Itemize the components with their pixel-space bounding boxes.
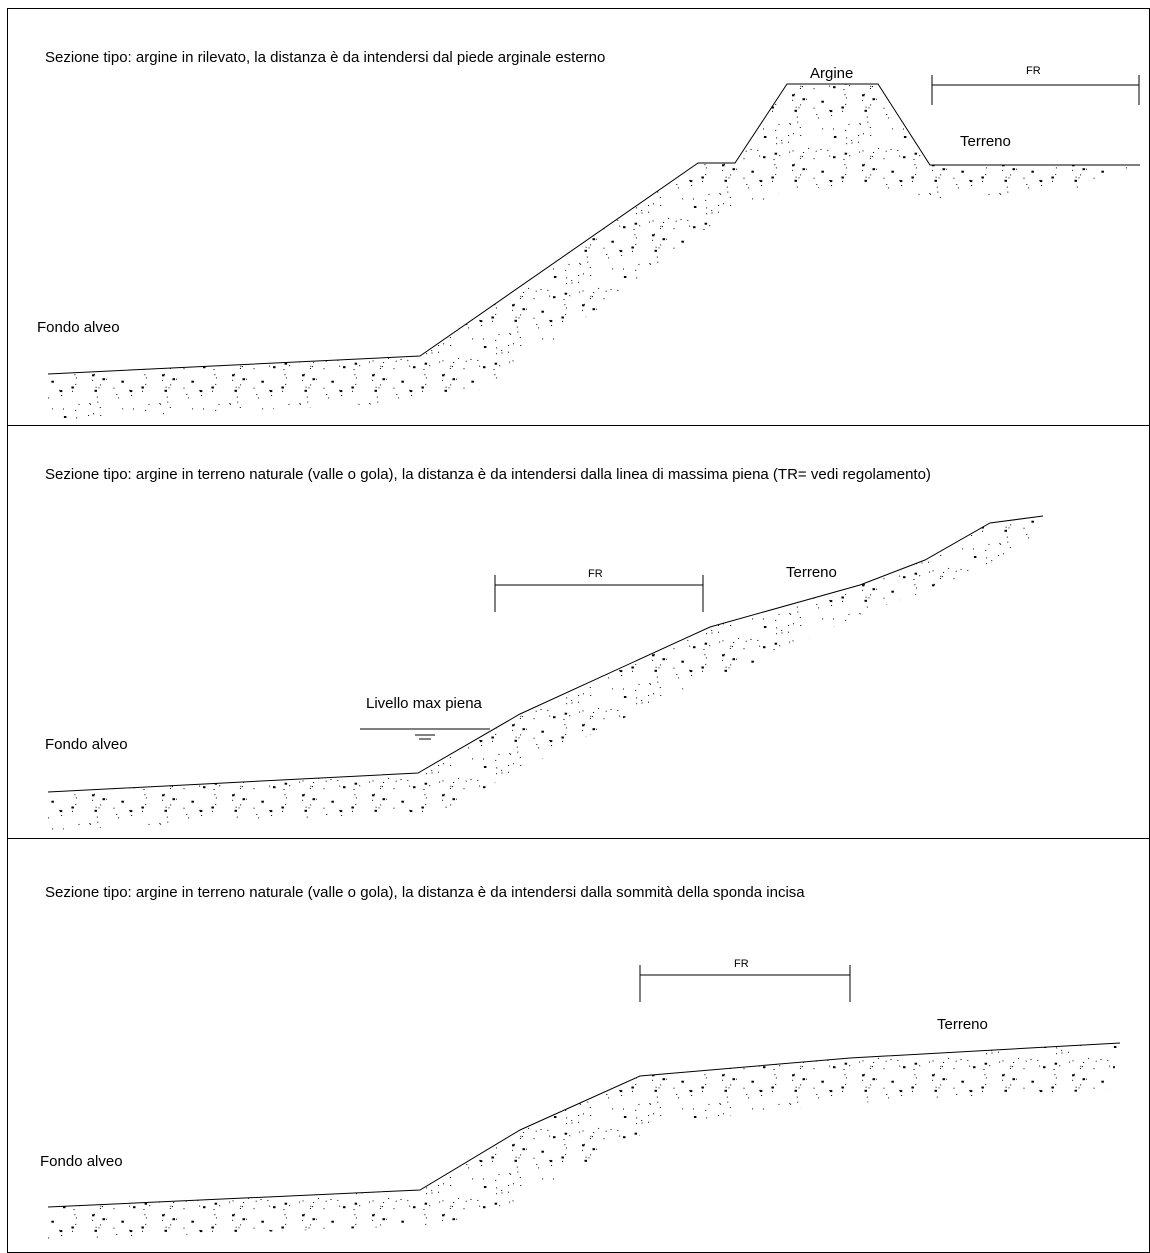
fr-bracket — [931, 75, 1140, 105]
label: FR — [1026, 65, 1041, 77]
fr-bracket — [639, 965, 851, 1002]
soil-fill — [48, 84, 1140, 420]
label: Terreno — [960, 133, 1011, 150]
fr-bracket — [494, 575, 704, 612]
panel-title: Sezione tipo: argine in terreno naturale… — [45, 466, 931, 483]
soil-fill — [48, 1043, 1120, 1240]
label: Argine — [810, 65, 853, 82]
label: FR — [588, 568, 603, 580]
panel-title: Sezione tipo: argine in rilevato, la dis… — [45, 49, 605, 66]
label: Terreno — [786, 564, 837, 581]
water-level — [360, 728, 490, 740]
label: Fondo alveo — [37, 319, 120, 336]
soil-fill — [48, 516, 1043, 830]
ground-line — [47, 1042, 1121, 1208]
label: Fondo alveo — [45, 736, 128, 753]
label: FR — [734, 958, 749, 970]
panel-title: Sezione tipo: argine in terreno naturale… — [45, 884, 805, 901]
ground-line — [47, 83, 1140, 375]
label: Livello max piena — [366, 695, 483, 712]
label: Fondo alveo — [40, 1153, 123, 1170]
label: Terreno — [937, 1016, 988, 1033]
ground-line — [47, 515, 1044, 793]
